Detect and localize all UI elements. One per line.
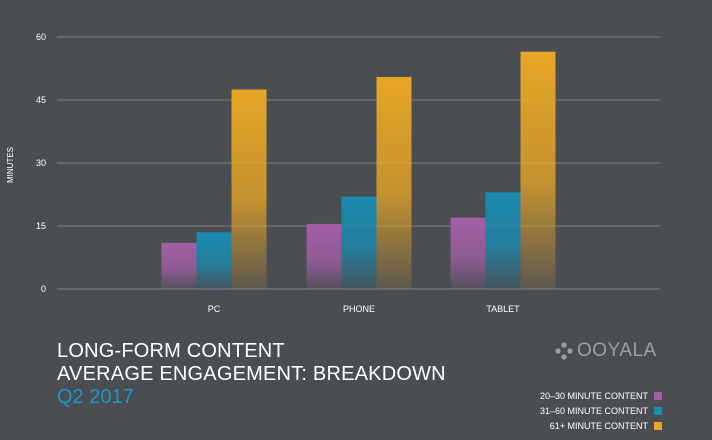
y-tick-label: 30 <box>36 158 46 168</box>
legend-label: 20–30 MINUTE CONTENT <box>539 390 648 401</box>
grid-lines <box>57 36 660 290</box>
y-tick-label: 0 <box>41 284 46 294</box>
legend-swatch <box>654 391 662 400</box>
bar-pc-series-1 <box>161 242 197 289</box>
chart-title: LONG-FORM CONTENT <box>57 340 285 362</box>
legend-swatch <box>654 421 662 430</box>
bar-chart: 0 15 30 45 60 MINUTES PC PHONE TABLET <box>6 32 660 314</box>
x-axis-ticks: PC PHONE TABLET <box>208 304 520 314</box>
bar-tablet-series-2 <box>485 192 521 289</box>
title-block: LONG-FORM CONTENT AVERAGE ENGAGEMENT: BR… <box>57 340 446 409</box>
bar-phone-series-2 <box>341 196 377 289</box>
y-tick-label: 60 <box>36 32 46 42</box>
bar-pc-series-2 <box>196 232 232 289</box>
legend-item: 61+ MINUTE CONTENT <box>550 418 662 433</box>
legend-swatch <box>654 406 662 415</box>
bar-tablet-series-3 <box>520 51 556 290</box>
chart-period: Q2 2017 <box>57 386 134 408</box>
bar-tablet-series-1 <box>450 217 486 289</box>
ooyala-mark-icon <box>555 342 573 360</box>
bars <box>161 51 556 290</box>
x-tick-label: PHONE <box>343 304 375 314</box>
y-tick-label: 15 <box>36 221 46 231</box>
legend-item: 20–30 MINUTE CONTENT <box>540 388 662 403</box>
legend-label: 61+ MINUTE CONTENT <box>549 420 648 431</box>
bar-pc-series-3 <box>231 89 267 289</box>
y-tick-label: 45 <box>36 95 46 105</box>
x-tick-label: TABLET <box>486 304 520 314</box>
bar-phone-series-1 <box>306 223 342 289</box>
legend-item: 31–60 MINUTE CONTENT <box>540 403 662 418</box>
brand-name: OOYALA <box>577 340 657 361</box>
y-axis-ticks: 0 15 30 45 60 <box>36 32 46 294</box>
chart-subtitle: AVERAGE ENGAGEMENT: BREAKDOWN <box>57 363 446 385</box>
bar-phone-series-3 <box>376 76 412 290</box>
legend: 20–30 MINUTE CONTENT 31–60 MINUTE CONTENT… <box>540 388 662 433</box>
y-axis-label: MINUTES <box>6 147 15 183</box>
x-tick-label: PC <box>208 304 221 314</box>
brand-logo: OOYALA <box>554 340 657 362</box>
legend-label: 31–60 MINUTE CONTENT <box>539 405 648 416</box>
